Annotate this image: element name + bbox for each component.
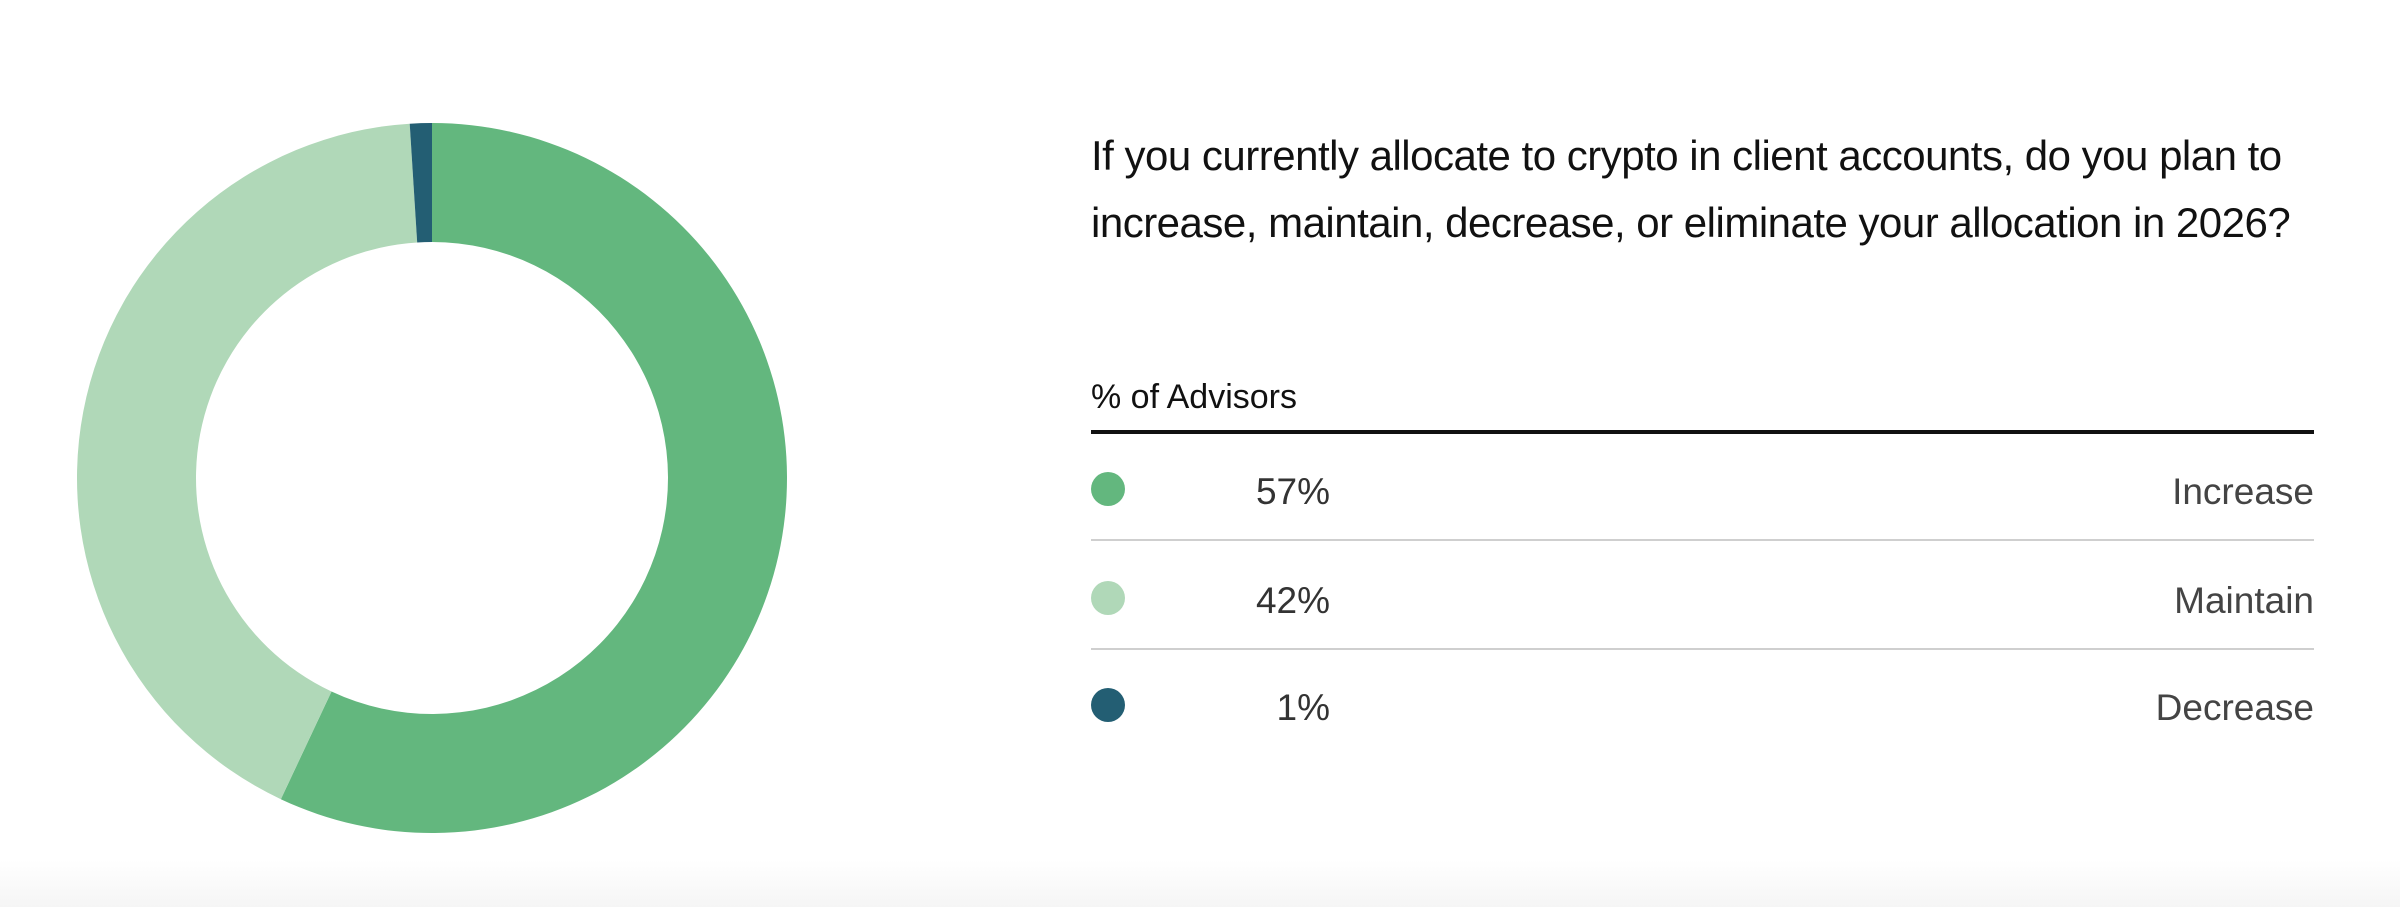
donut-segment	[77, 123, 418, 800]
value-label: 57%	[1256, 471, 1330, 512]
category-label: Decrease	[2156, 687, 2314, 728]
value-label: 42%	[1256, 580, 1330, 621]
category-label: Increase	[2172, 471, 2314, 512]
donut-segment	[409, 123, 432, 243]
legend-swatch	[1091, 472, 1125, 506]
donut-segment	[280, 123, 787, 834]
value-label: 1%	[1277, 687, 1330, 728]
column-header: % of Advisors	[1091, 378, 1297, 416]
chart-title: If you currently allocate to crypto in c…	[1091, 132, 2291, 246]
category-label: Maintain	[2174, 580, 2314, 621]
legend-swatch	[1091, 688, 1125, 722]
legend-swatch	[1091, 581, 1125, 615]
